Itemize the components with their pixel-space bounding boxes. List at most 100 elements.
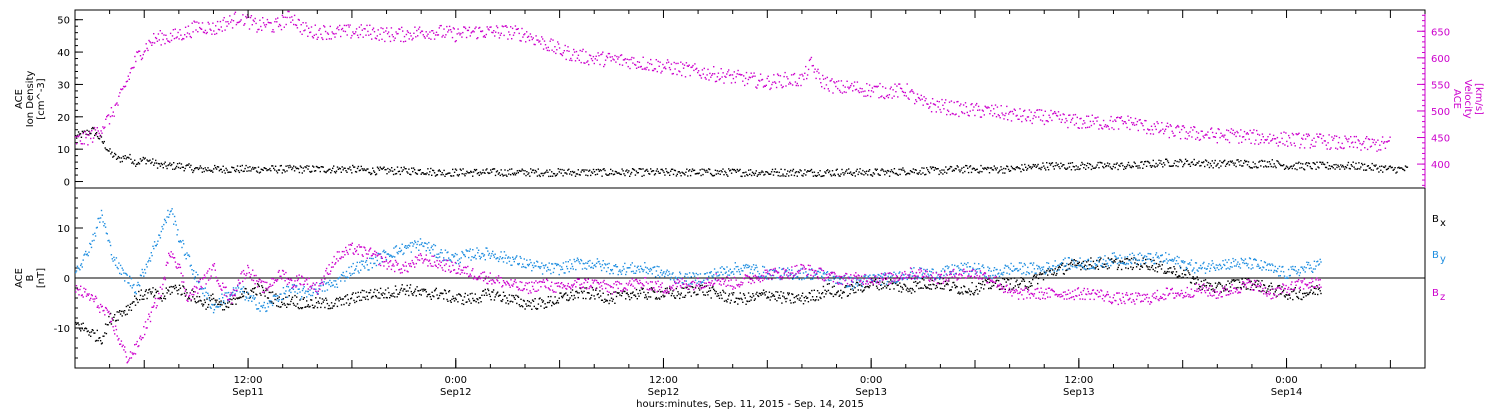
top-data-point: [1106, 126, 1107, 127]
bottom-data-point: [1287, 299, 1288, 300]
top-data-point: [219, 29, 220, 30]
top-data-point: [1235, 136, 1236, 137]
top-data-point: [1294, 143, 1295, 144]
top-data-point: [557, 173, 558, 174]
bottom-data-point: [164, 296, 165, 297]
top-data-point: [842, 92, 843, 93]
top-data-point: [472, 176, 473, 177]
top-data-point: [677, 174, 678, 175]
top-data-point: [726, 73, 727, 74]
bottom-data-point: [1302, 293, 1303, 294]
top-data-point: [1012, 111, 1013, 112]
bottom-data-point: [289, 295, 290, 296]
top-data-point: [1365, 138, 1366, 139]
bottom-data-point: [511, 265, 512, 266]
top-data-point: [305, 167, 306, 168]
top-data-point: [360, 170, 361, 171]
top-data-point: [848, 88, 849, 89]
top-data-point: [1068, 163, 1069, 164]
bottom-data-point: [721, 294, 722, 295]
top-data-point: [256, 31, 257, 32]
top-data-point: [367, 168, 368, 169]
top-data-point: [1318, 167, 1319, 168]
top-data-point: [428, 174, 429, 175]
top-data-point: [580, 50, 581, 51]
bottom-data-point: [415, 242, 416, 243]
bottom-data-point: [309, 306, 310, 307]
top-data-point: [1285, 132, 1286, 133]
top-data-point: [806, 78, 807, 79]
top-data-point: [302, 22, 303, 23]
bottom-data-point: [99, 222, 100, 223]
bottom-data-point: [165, 220, 166, 221]
top-data-point: [585, 175, 586, 176]
top-data-point: [1337, 148, 1338, 149]
top-data-point: [1076, 123, 1077, 124]
top-data-point: [1392, 167, 1393, 168]
top-data-point: [954, 170, 955, 171]
top-data-point: [888, 170, 889, 171]
top-data-point: [422, 31, 423, 32]
top-data-point: [626, 169, 627, 170]
top-data-point: [1225, 139, 1226, 140]
bottom-data-point: [993, 285, 994, 286]
top-data-point: [691, 66, 692, 67]
top-data-point: [441, 25, 442, 26]
bottom-data-point: [351, 297, 352, 298]
bottom-data-point: [807, 297, 808, 298]
top-data-point: [286, 17, 287, 18]
bottom-data-point: [79, 328, 80, 329]
top-data-point: [973, 106, 974, 107]
top-data-point: [285, 166, 286, 167]
bottom-data-point: [1181, 277, 1182, 278]
bottom-data-point: [1196, 282, 1197, 283]
top-data-point: [445, 34, 446, 35]
top-data-point: [567, 46, 568, 47]
bottom-data-point: [720, 292, 721, 293]
top-data-point: [820, 82, 821, 83]
bottom-data-point: [1183, 270, 1184, 271]
top-data-point: [840, 173, 841, 174]
top-data-point: [1146, 133, 1147, 134]
top-data-point: [1129, 165, 1130, 166]
bottom-data-point: [888, 285, 889, 286]
bottom-data-point: [358, 292, 359, 293]
bottom-data-point: [651, 287, 652, 288]
top-data-point: [1149, 129, 1150, 130]
bottom-data-point: [147, 292, 148, 293]
bottom-data-point: [749, 301, 750, 302]
top-data-point: [913, 168, 914, 169]
top-data-point: [1191, 136, 1192, 137]
top-data-point: [864, 90, 865, 91]
bottom-data-point: [431, 245, 432, 246]
bottom-data-point: [915, 281, 916, 282]
bottom-data-point: [483, 290, 484, 291]
bottom-data-point: [300, 298, 301, 299]
bottom-data-point: [1312, 293, 1313, 294]
top-data-point: [668, 172, 669, 173]
top-data-point: [346, 25, 347, 26]
bottom-data-point: [540, 305, 541, 306]
top-data-point: [348, 26, 349, 27]
bottom-data-point: [433, 296, 434, 297]
top-data-point: [860, 88, 861, 89]
bottom-data-point: [944, 285, 945, 286]
bottom-data-point: [528, 305, 529, 306]
top-data-point: [619, 64, 620, 65]
top-data-point: [119, 157, 120, 158]
bottom-data-point: [85, 251, 86, 252]
top-data-point: [641, 176, 642, 177]
top-data-point: [489, 172, 490, 173]
top-data-point: [124, 158, 125, 159]
top-data-point: [757, 176, 758, 177]
bottom-data-point: [558, 302, 559, 303]
bottom-data-point: [175, 285, 176, 286]
top-data-point: [634, 169, 635, 170]
top-data-point: [790, 83, 791, 84]
bottom-data-point: [943, 288, 944, 289]
top-data-point: [358, 37, 359, 38]
bottom-data-point: [395, 285, 396, 286]
top-data-point: [399, 171, 400, 172]
top-data-point: [1401, 167, 1402, 168]
bottom-data-point: [497, 257, 498, 258]
